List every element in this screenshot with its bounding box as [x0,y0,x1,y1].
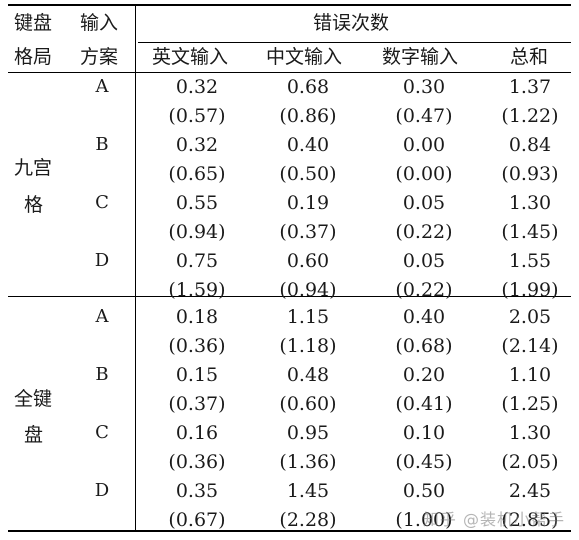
mean-value: 0.40 [402,306,446,328]
group-underline [138,42,571,43]
sd-value: (2.28) [279,509,337,531]
mean-value: 0.32 [175,76,219,98]
mean-value: 0.30 [402,76,446,98]
mean-value: 0.15 [175,364,219,386]
scheme-label: B [95,364,109,385]
sd-value: (1.45) [501,221,559,243]
mean-value: 0.18 [175,306,219,328]
sd-value: (0.45) [395,451,453,473]
mean-value: 0.50 [402,480,446,502]
sd-value: (0.41) [395,393,453,415]
scheme-label: A [95,306,109,327]
mean-value: 0.19 [286,192,330,214]
sd-value: (0.36) [168,335,226,357]
header-rule [8,72,571,73]
sd-value: (1.00) [395,509,453,531]
header-col-english: 英文输入 [152,46,229,68]
mean-value: 0.55 [175,192,219,214]
scheme-label: B [95,134,109,155]
mean-value: 0.95 [286,422,330,444]
stub-divider [135,6,136,530]
scheme-label: C [95,422,109,443]
scheme-label: A [95,76,109,97]
header-col-total: 总和 [510,46,549,68]
sd-value: (2.14) [501,335,559,357]
header-group-title: 错误次数 [313,12,390,34]
header-layout-line2: 格局 [14,46,53,68]
watermark: 知乎 @装机小帮手 [422,510,565,529]
mean-value: 0.20 [402,364,446,386]
sd-value: (1.99) [501,279,559,301]
section-label-9key-line2: 格 [24,194,44,216]
mean-value: 1.37 [508,76,552,98]
sd-value: (1.22) [501,105,559,127]
mean-value: 1.55 [508,250,552,272]
mean-value: 0.48 [286,364,330,386]
mean-value: 0.40 [286,134,330,156]
section-label-9key-line1: 九宫 [14,157,53,179]
section-label-full-line2: 盘 [24,424,44,446]
mean-value: 1.45 [286,480,330,502]
mean-value: 0.05 [402,250,446,272]
header-scheme-line2: 方案 [80,46,119,68]
top-rule [8,4,571,6]
sd-value: (0.47) [395,105,453,127]
bottom-rule [8,530,571,532]
mean-value: 0.16 [175,422,219,444]
mean-value: 2.05 [508,306,552,328]
mean-value: 0.75 [175,250,219,272]
sd-value: (0.57) [168,105,226,127]
sd-value: (1.25) [501,393,559,415]
sd-value: (0.86) [279,105,337,127]
section-rule [8,296,571,297]
header-scheme-line1: 输入 [80,12,119,34]
sd-value: (0.67) [168,509,226,531]
error-count-table: 键盘 格局 输入 方案 错误次数 英文输入 中文输入 数字输入 总和 九宫 格 … [8,0,571,540]
sd-value: (0.94) [279,279,337,301]
sd-value: (1.36) [279,451,337,473]
sd-value: (0.60) [279,393,337,415]
section-label-full-line1: 全键 [14,388,53,410]
mean-value: 1.30 [508,422,552,444]
sd-value: (0.22) [395,221,453,243]
scheme-label: D [94,480,110,501]
sd-value: (0.93) [501,163,559,185]
sd-value: (0.68) [395,335,453,357]
scheme-label: C [95,192,109,213]
scheme-label: D [94,250,110,271]
mean-value: 0.60 [286,250,330,272]
header-col-digits: 数字输入 [382,46,459,68]
sd-value: (2.85) [501,509,559,531]
sd-value: (2.05) [501,451,559,473]
sd-value: (1.59) [168,279,226,301]
mean-value: 0.84 [508,134,552,156]
mean-value: 0.35 [175,480,219,502]
mean-value: 1.15 [286,306,330,328]
sd-value: (0.94) [168,221,226,243]
mean-value: 0.68 [286,76,330,98]
mean-value: 1.30 [508,192,552,214]
header-layout-line1: 键盘 [14,12,53,34]
sd-value: (0.37) [168,393,226,415]
sd-value: (1.18) [279,335,337,357]
sd-value: (0.65) [168,163,226,185]
sd-value: (0.37) [279,221,337,243]
mean-value: 2.45 [508,480,552,502]
mean-value: 1.10 [508,364,552,386]
mean-value: 0.10 [402,422,446,444]
sd-value: (0.50) [279,163,337,185]
mean-value: 0.32 [175,134,219,156]
sd-value: (0.36) [168,451,226,473]
mean-value: 0.05 [402,192,446,214]
mean-value: 0.00 [402,134,446,156]
sd-value: (0.00) [395,163,453,185]
sd-value: (0.22) [395,279,453,301]
header-col-chinese: 中文输入 [266,46,343,68]
